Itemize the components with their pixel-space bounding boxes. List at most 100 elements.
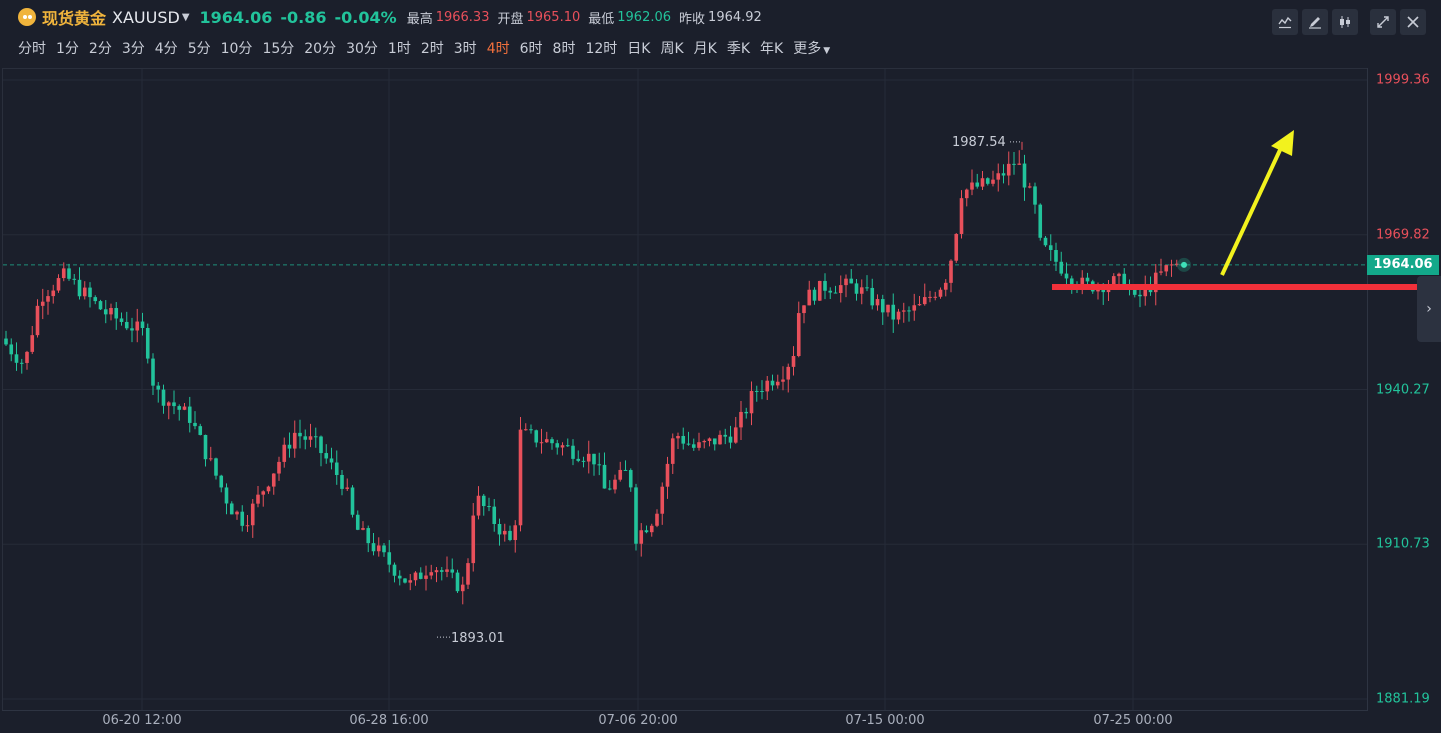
candle bbox=[634, 483, 638, 551]
candle bbox=[670, 433, 675, 474]
candle-style-icon[interactable] bbox=[1332, 9, 1358, 35]
candle bbox=[943, 279, 948, 297]
candle-body bbox=[460, 584, 465, 592]
candle-body bbox=[555, 443, 560, 448]
timeframe-0[interactable]: 分时 bbox=[18, 41, 46, 57]
candle bbox=[424, 565, 428, 591]
candle bbox=[970, 169, 974, 196]
candle-body bbox=[623, 469, 628, 471]
candle-body bbox=[812, 289, 817, 301]
timeframe-6[interactable]: 10分 bbox=[220, 41, 253, 57]
timeframe-12[interactable]: 3时 bbox=[453, 41, 477, 57]
candle bbox=[991, 170, 995, 187]
candle-body bbox=[161, 389, 166, 406]
timeframe-5[interactable]: 5分 bbox=[187, 41, 211, 57]
candle-body bbox=[88, 287, 92, 298]
fullscreen-icon[interactable] bbox=[1370, 9, 1396, 35]
candle-body bbox=[702, 441, 707, 443]
candle-body bbox=[1017, 163, 1022, 165]
candle-body bbox=[613, 479, 617, 490]
price-axis[interactable]: 1999.36 1969.82 1940.27 1910.73 1881.19 bbox=[1367, 68, 1441, 710]
symbol-name[interactable]: 现货黄金 bbox=[42, 9, 107, 28]
candle-body bbox=[523, 429, 528, 431]
open-value: 1965.10 bbox=[526, 9, 581, 25]
indicator-icon[interactable] bbox=[1272, 9, 1298, 35]
candle-body bbox=[193, 422, 197, 427]
timeframe-1[interactable]: 1分 bbox=[56, 41, 79, 57]
candle-body bbox=[544, 439, 549, 443]
timeframe-bar: 分时 1分 2分 3分 4分 5分 10分 15分 20分 30分 1时 2时 3时 4时 6时 8时 12时日… bbox=[18, 38, 840, 58]
candle bbox=[46, 290, 50, 315]
candle bbox=[718, 430, 722, 445]
candle-body bbox=[518, 429, 523, 526]
candle-body bbox=[508, 530, 512, 541]
candle-body bbox=[282, 444, 287, 462]
draw-pencil-icon[interactable] bbox=[1302, 9, 1328, 35]
candle-body bbox=[434, 570, 439, 573]
timeframe-7[interactable]: 15分 bbox=[262, 41, 295, 57]
candle bbox=[576, 450, 581, 463]
candle-body bbox=[644, 530, 649, 533]
timeframe-18[interactable]: 周K bbox=[660, 41, 684, 57]
low-label: 最低 bbox=[588, 11, 615, 27]
timeframe-20[interactable]: 季K bbox=[726, 41, 751, 57]
side-panel-toggle[interactable]: › bbox=[1417, 276, 1441, 342]
timeframe-16[interactable]: 12时 bbox=[585, 41, 618, 57]
candle-body bbox=[355, 514, 360, 530]
candle bbox=[1048, 234, 1053, 261]
timeframe-19[interactable]: 月K bbox=[693, 41, 717, 57]
candle-body bbox=[30, 335, 35, 352]
candle-body bbox=[896, 311, 901, 320]
candle-body bbox=[319, 436, 323, 454]
timeframe-3[interactable]: 3分 bbox=[121, 41, 145, 57]
timeframe-11[interactable]: 2时 bbox=[420, 41, 444, 57]
timeframe-10[interactable]: 1时 bbox=[387, 41, 411, 57]
timeframe-13[interactable]: 4时 bbox=[486, 41, 510, 57]
timeframe-4[interactable]: 4分 bbox=[154, 41, 178, 57]
timeframe-17[interactable]: 日K bbox=[627, 41, 651, 57]
candle-body bbox=[182, 406, 187, 410]
timeframe-14[interactable]: 6时 bbox=[519, 41, 543, 57]
close-icon[interactable] bbox=[1400, 9, 1426, 35]
candle bbox=[912, 293, 917, 321]
candle-body bbox=[901, 310, 906, 312]
candle-body bbox=[933, 296, 938, 298]
candle bbox=[807, 280, 812, 306]
candle-body bbox=[586, 453, 591, 462]
candle bbox=[849, 269, 854, 284]
candle-body bbox=[46, 296, 50, 302]
candle-body bbox=[849, 278, 854, 284]
candle bbox=[51, 284, 56, 304]
timeframe-21[interactable]: 年K bbox=[760, 41, 784, 57]
candle-body bbox=[361, 528, 365, 530]
timeframe-15[interactable]: 8时 bbox=[552, 41, 576, 57]
candle-body bbox=[817, 280, 822, 301]
candle bbox=[513, 520, 518, 553]
candle bbox=[665, 456, 670, 499]
chart-plot-area[interactable] bbox=[2, 68, 1368, 710]
candle-body bbox=[912, 305, 917, 311]
candle bbox=[166, 401, 171, 420]
candle bbox=[313, 427, 318, 448]
caret-down-icon[interactable]: ▼ bbox=[181, 11, 190, 23]
candle bbox=[187, 396, 192, 433]
candle-body bbox=[681, 435, 686, 444]
candle-body bbox=[397, 575, 402, 579]
candle-body bbox=[334, 462, 339, 475]
candle bbox=[681, 427, 686, 450]
timeframe-2[interactable]: 2分 bbox=[88, 41, 112, 57]
candle-body bbox=[14, 354, 19, 363]
timeframe-9[interactable]: 30分 bbox=[346, 41, 378, 57]
symbol-code[interactable]: XAUUSD bbox=[112, 7, 180, 27]
candle-body bbox=[854, 283, 859, 294]
candle-body bbox=[928, 296, 932, 298]
timeframe-8[interactable]: 20分 bbox=[304, 41, 337, 57]
candle-body bbox=[256, 494, 260, 504]
candle-body bbox=[497, 523, 502, 535]
candle bbox=[1059, 251, 1064, 276]
candle bbox=[340, 469, 344, 496]
candle-body bbox=[408, 580, 413, 583]
more-timeframes-button[interactable]: 更多 ▼ bbox=[793, 41, 831, 57]
time-axis[interactable]: 06-20 12:00 06-28 16:00 07-06 20:00 07-15 0… bbox=[2, 710, 1368, 733]
candle bbox=[240, 505, 245, 532]
